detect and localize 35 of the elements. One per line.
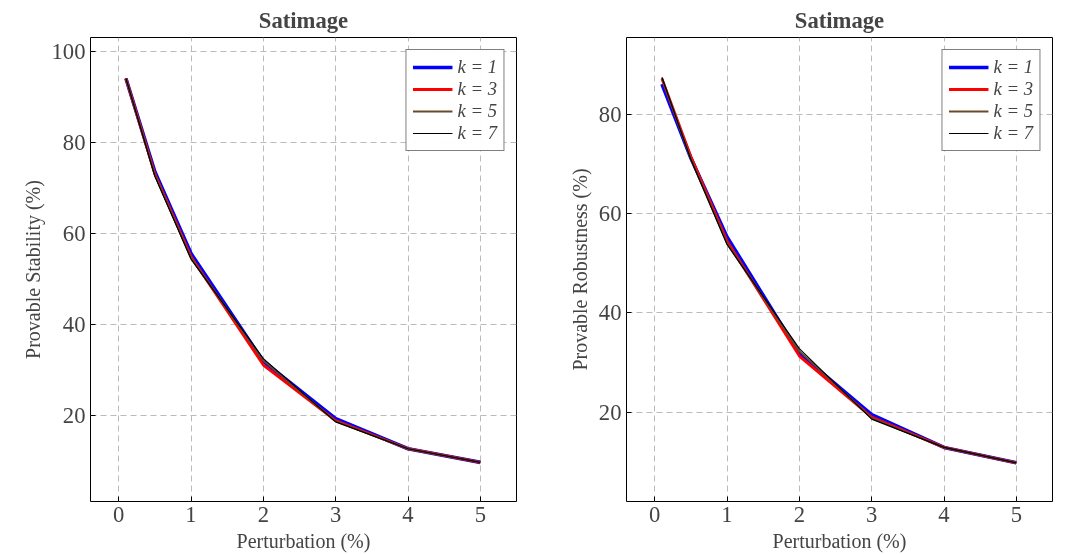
legend-label: k = 1 [457,56,497,78]
y-axis-title: Provable Robustness (%) [568,168,592,371]
x-tick-label: 0 [113,501,125,527]
y-tick-label: 40 [598,300,622,326]
y-tick-label: 20 [62,402,86,428]
x-tick-label: 0 [649,501,661,527]
legend-label: k = 1 [993,56,1033,78]
x-axis-title: Perturbation (%) [772,529,907,553]
x-tick-label: 1 [721,501,733,527]
x-tick-label: 4 [402,501,414,527]
legend-label: k = 5 [993,100,1033,122]
legend-label: k = 7 [993,122,1033,144]
legend-label: k = 3 [457,78,497,100]
y-tick-label: 60 [598,201,622,227]
legend-label: k = 7 [457,122,497,144]
legend-label: k = 3 [993,78,1033,100]
x-tick-label: 5 [474,501,486,527]
chart-title: Satimage [258,7,349,33]
y-tick-label: 80 [62,129,86,155]
x-tick-label: 3 [330,501,342,527]
x-tick-label: 2 [793,501,806,527]
y-tick-label: 80 [598,101,622,127]
y-tick-label: 60 [62,220,86,246]
y-tick-label: 20 [598,399,622,425]
y-tick-label: 40 [62,311,86,337]
x-tick-label: 3 [866,501,878,527]
legend-label: k = 5 [457,100,497,122]
x-tick-label: 5 [1010,501,1022,527]
x-tick-label: 2 [257,501,270,527]
x-tick-label: 4 [938,501,950,527]
x-axis-title: Perturbation (%) [236,529,371,553]
y-tick-label: 100 [51,38,86,64]
chart-title: Satimage [794,7,885,33]
y-axis-title: Provable Stability (%) [21,180,45,359]
x-tick-label: 1 [185,501,197,527]
